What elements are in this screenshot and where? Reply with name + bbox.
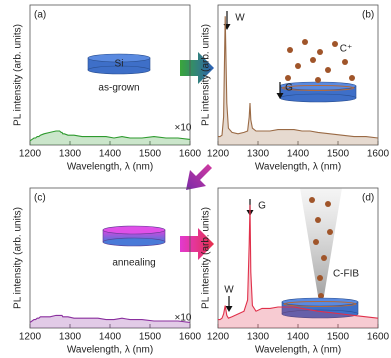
x-tick-label: 1400 <box>287 332 310 343</box>
x-tick-label: 1400 <box>99 149 122 160</box>
process-arrow <box>180 52 214 84</box>
x-tick-label: 1400 <box>287 149 310 160</box>
annotation: ×10 <box>175 313 192 324</box>
x-tick-label: 1600 <box>179 332 202 343</box>
spectrum <box>29 314 191 323</box>
x-tick-label: 1200 <box>19 332 42 343</box>
spectrum <box>218 16 379 139</box>
carbon-ions <box>285 39 355 83</box>
x-axis-label: Wavelength, λ (nm) <box>67 162 153 173</box>
annotation: W <box>224 285 234 296</box>
x-tick-label: 1300 <box>247 332 270 343</box>
annealed-disc <box>102 225 166 247</box>
annotation: C-FIB <box>333 269 359 280</box>
annotation: G <box>285 83 293 94</box>
ion-beam <box>300 188 342 296</box>
x-tick-label: 1500 <box>327 149 350 160</box>
x-tick-label: 1300 <box>59 332 82 343</box>
spectrum-fill <box>218 16 378 146</box>
x-tick-label: 1500 <box>327 332 350 343</box>
plot-frame <box>29 4 191 146</box>
plot-frame <box>29 187 191 329</box>
plot-frame <box>217 4 379 146</box>
process-arrow <box>180 228 214 260</box>
annotation: annealing <box>112 258 155 269</box>
y-axis-label: PL intensity (arb. units) <box>201 207 212 309</box>
annotation: as-grown <box>98 83 139 94</box>
panel-label: (b) <box>362 10 374 21</box>
si-disc <box>87 53 151 75</box>
spectrum-fill <box>30 315 190 328</box>
x-tick-label: 1400 <box>99 332 122 343</box>
x-tick-label: 1200 <box>207 332 230 343</box>
fib-disc <box>281 297 359 319</box>
x-tick-label: 1600 <box>367 332 390 343</box>
process-arrow <box>186 164 212 190</box>
x-tick-label: 1300 <box>247 149 270 160</box>
panel-label: (c) <box>34 193 46 204</box>
x-tick-label: 1200 <box>207 149 230 160</box>
annotation: C⁺ <box>340 44 353 55</box>
annotation: Si <box>115 59 124 70</box>
annotation: G <box>258 201 266 212</box>
y-axis-label: PL intensity (arb. units) <box>13 24 24 126</box>
x-tick-label: 1500 <box>139 332 162 343</box>
spectrum-fill <box>218 204 378 328</box>
fib-ions <box>309 197 333 299</box>
spectrum <box>29 130 191 142</box>
spectrum <box>218 204 379 321</box>
y-axis-label: PL intensity (arb. units) <box>13 207 24 309</box>
x-axis-label: Wavelength, λ (nm) <box>255 162 341 173</box>
x-tick-label: 1600 <box>367 149 390 160</box>
x-tick-label: 1300 <box>59 149 82 160</box>
panel-label: (d) <box>362 193 374 204</box>
panel-label: (a) <box>34 10 46 21</box>
x-axis-label: Wavelength, λ (nm) <box>255 345 341 356</box>
annotation: ×10 <box>175 123 192 134</box>
x-tick-label: 1500 <box>139 149 162 160</box>
x-tick-label: 1200 <box>19 149 42 160</box>
x-axis-label: Wavelength, λ (nm) <box>67 345 153 356</box>
y-axis-label: PL intensity (arb. units) <box>201 24 212 126</box>
annotation: W <box>235 13 245 24</box>
x-tick-label: 1600 <box>179 149 202 160</box>
spectrum-fill <box>30 131 190 145</box>
implanted-disc <box>279 81 357 103</box>
